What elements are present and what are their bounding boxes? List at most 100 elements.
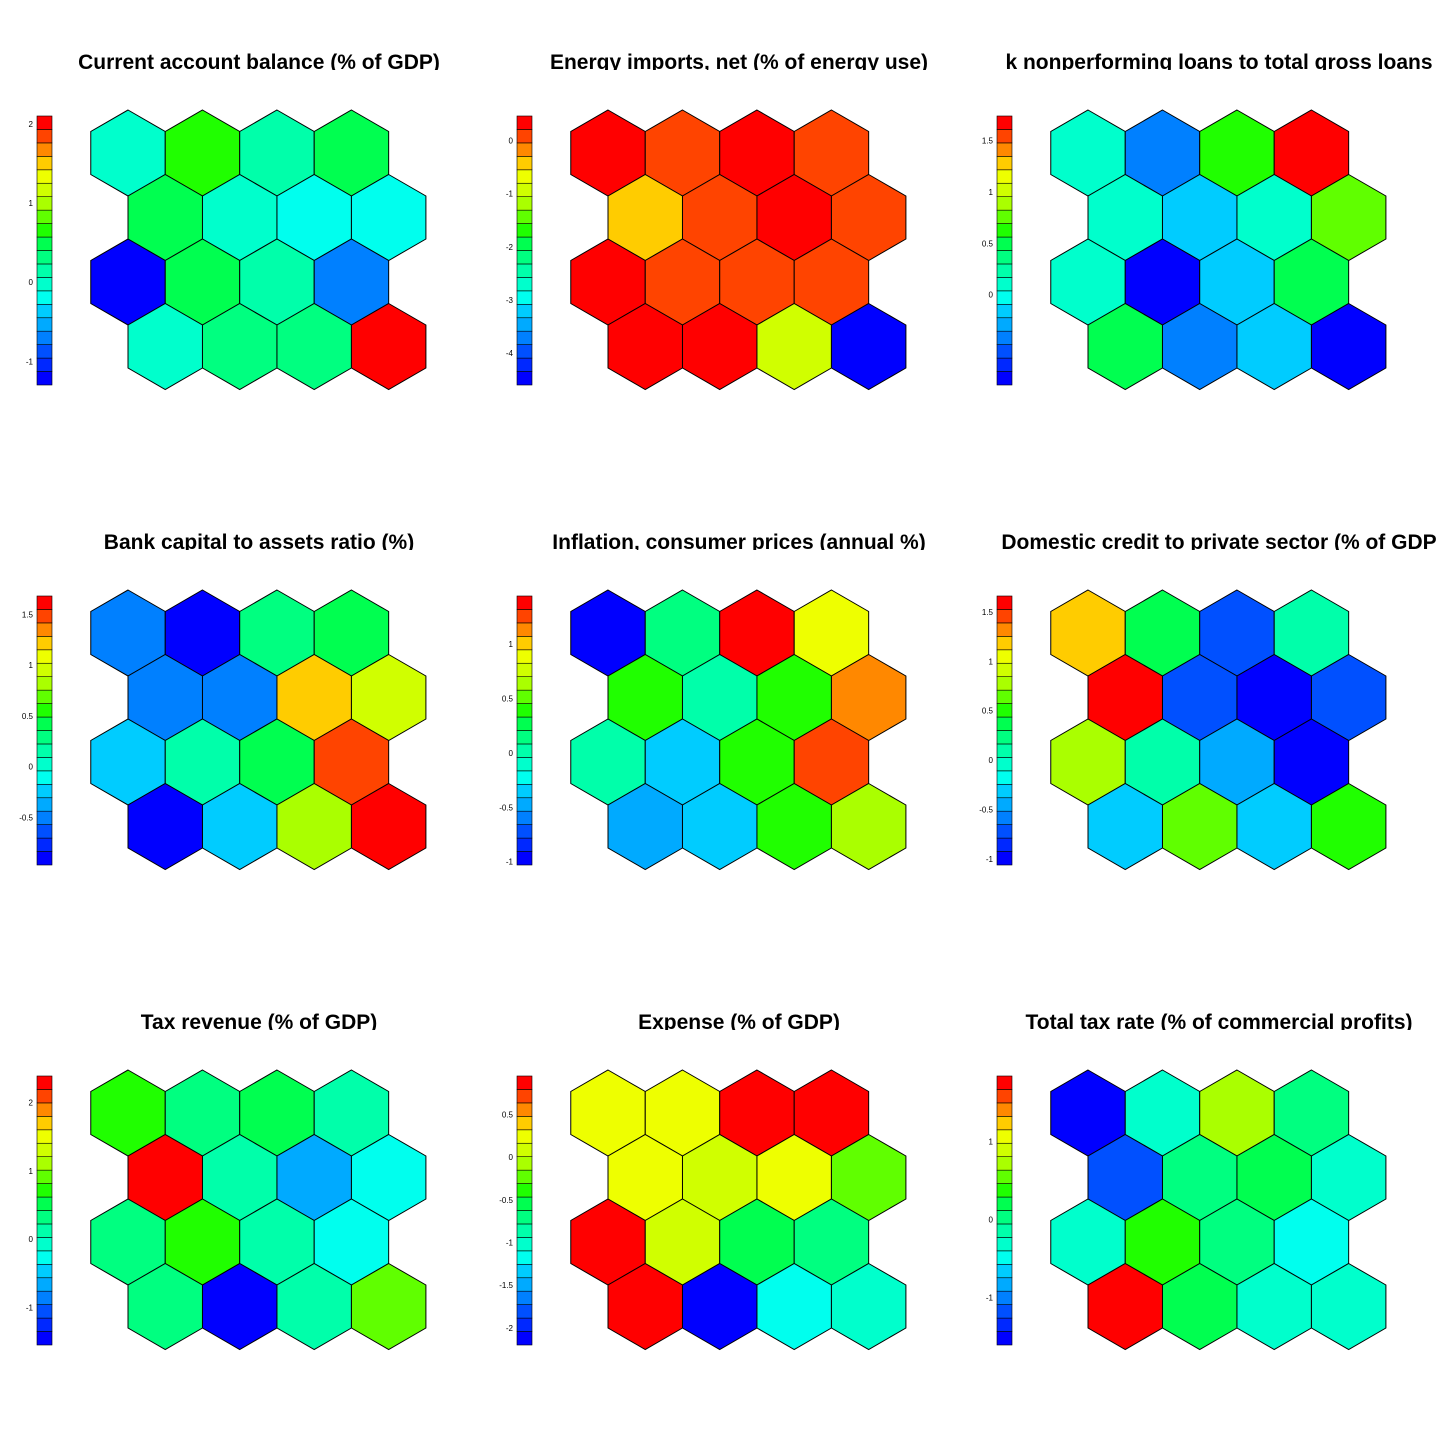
colorbar-segment [516,196,533,211]
colorbar-tick-label: 0 [509,136,514,145]
hex-cell [1310,1262,1387,1351]
colorbar-tick-label: -0.5 [979,806,993,815]
colorbar-segment [516,622,533,637]
colorbar-segment [516,223,533,238]
colorbar-segment [996,330,1013,345]
panel-title: Expense (% of GDP) [638,1011,840,1034]
colorbar-segment [516,182,533,197]
colorbar-segment [516,810,533,825]
colorbar-segment [516,330,533,345]
colorbar-segment [36,344,53,359]
colorbar-tick-label: 1 [989,1137,994,1146]
colorbar-segment [36,1237,53,1252]
colorbar-tick-label: 0.5 [502,1110,514,1119]
colorbar-tick-label: 1 [989,657,994,666]
colorbar-segment [516,595,533,610]
colorbar-segment [516,263,533,278]
colorbar-segment [516,1156,533,1171]
colorbar-segment [36,1129,53,1144]
colorbar-segment [36,1196,53,1211]
colorbar-segment [36,250,53,265]
hex-cell [1310,782,1387,871]
colorbar-segment [996,1250,1013,1265]
colorbar-segment [516,1331,533,1346]
colorbar-segment [516,317,533,332]
hex-cell [350,302,427,391]
panel-3: k nonperforming loans to total gross loa… [982,51,1433,391]
colorbar-segment [516,1264,533,1279]
colorbar-segment [516,1237,533,1252]
colorbar-segment [36,1102,53,1117]
colorbar-segment [516,303,533,319]
panel-8: Expense (% of GDP) 0.5 0 -0.5 -1 -1.5 -2 [499,1011,907,1351]
colorbar-tick-label: 2 [29,120,34,129]
colorbar-segment [996,1075,1013,1090]
colorbar-segment [36,1156,53,1171]
colorbar-segment [516,609,533,624]
colorbar-segment [36,743,53,758]
colorbar-segment [996,676,1013,691]
colorbar-segment [516,277,533,292]
colorbar-segment [516,1250,533,1265]
colorbar-segment [36,716,53,731]
colorbar-segment [996,609,1013,624]
colorbar-segment [36,1169,53,1184]
colorbar-segment [996,317,1013,332]
colorbar-segment [516,1277,533,1292]
colorbar-segment [996,1129,1013,1144]
colorbar-segment [36,824,53,839]
colorbar-segment [996,115,1013,130]
colorbar-tick-label: 0 [509,1153,514,1162]
colorbar-segment [516,1317,533,1332]
colorbar-segment [996,757,1013,772]
colorbar-segment [516,662,533,677]
colorbar-segment [516,290,533,305]
colorbar-tick-label: -0.5 [499,1196,513,1205]
colorbar-segment [996,182,1013,197]
colorbar-segment [36,156,53,171]
colorbar-segment [36,1223,53,1238]
colorbar-segment [516,649,533,664]
colorbar-tick-label: -0.5 [499,803,513,812]
colorbar-segment [516,115,533,130]
colorbar-tick-label: 0.5 [982,239,994,248]
colorbar-segment [36,622,53,637]
colorbar-tick-label: -1 [986,855,994,864]
colorbar-segment [996,1196,1013,1211]
colorbar-segment [516,209,533,224]
colorbar-segment [36,649,53,664]
colorbar-segment [996,277,1013,292]
colorbar-tick-label: 0 [989,291,994,300]
colorbar-segment [516,344,533,359]
colorbar-tick-label: 1 [29,661,34,670]
colorbar-tick-label: 2 [29,1099,34,1108]
colorbar-segment [996,1317,1013,1332]
colorbar-segment [516,757,533,772]
colorbar-segment [36,236,53,251]
colorbar-tick-label: 0.5 [982,707,994,716]
colorbar-segment [36,196,53,211]
colorbar-segment [996,824,1013,839]
panel-2: Energy imports, net (% of energy use) 0 -1… [506,51,928,391]
colorbar-tick-label: -2 [506,243,514,252]
colorbar-segment [36,1317,53,1332]
colorbar-segment [996,649,1013,664]
colorbar-segment [996,156,1013,171]
colorbar-segment [36,1277,53,1292]
colorbar-tick-label: 0 [29,1235,34,1244]
colorbar-segment [516,1102,533,1117]
hex-cell [350,782,427,871]
panel-6: Domestic credit to private sector (% of … [979,531,1436,871]
colorbar-segment [36,1331,53,1346]
colorbar-tick-label: 1 [29,1167,34,1176]
colorbar-tick-label: -4 [506,349,514,358]
colorbar-tick-label: -1 [26,357,34,366]
colorbar-segment [996,797,1013,812]
colorbar-segment [996,1156,1013,1171]
colorbar-segment [36,1075,53,1090]
colorbar-segment [36,851,53,866]
colorbar-segment [36,837,53,852]
colorbar-segment [36,1304,53,1319]
colorbar-segment [36,703,53,718]
